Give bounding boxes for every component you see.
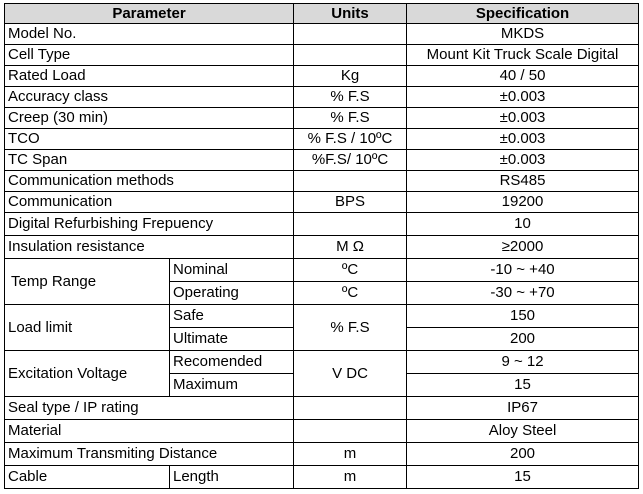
load-ultimate-spec: 200 bbox=[406, 327, 640, 351]
row-spec: Aloy Steel bbox=[406, 419, 640, 443]
table-row: Material Aloy Steel bbox=[3, 419, 640, 443]
row-units bbox=[293, 396, 408, 420]
row-parameter: Maximum Transmiting Distance bbox=[3, 442, 295, 466]
row-parameter: Rated Load bbox=[3, 65, 295, 87]
load-safe-label: Safe bbox=[168, 304, 295, 328]
row-parameter: Communication bbox=[3, 191, 295, 213]
table-row: TCO % F.S / 10ºC ±0.003 bbox=[3, 128, 640, 150]
row-parameter: Accuracy class bbox=[3, 86, 295, 108]
row-units bbox=[293, 23, 408, 45]
excitation-recommended-label: Recomended bbox=[168, 350, 295, 374]
row-units bbox=[293, 170, 408, 192]
row-parameter: Material bbox=[3, 419, 295, 443]
row-parameter: Model No. bbox=[3, 23, 295, 45]
table-row: Digital Refurbishing Frepuency 10 bbox=[3, 212, 640, 236]
excitation-units: V DC bbox=[293, 350, 408, 397]
excitation-recommended-spec: 9 ~ 12 bbox=[406, 350, 640, 374]
row-units: Kg bbox=[293, 65, 408, 87]
temp-nominal-units: ºC bbox=[293, 258, 408, 282]
row-parameter: TC Span bbox=[3, 149, 295, 171]
row-spec: RS485 bbox=[406, 170, 640, 192]
excitation-maximum-label: Maximum bbox=[168, 373, 295, 397]
temp-operating-label: Operating bbox=[168, 281, 295, 305]
temp-operating-spec: -30 ~ +70 bbox=[406, 281, 640, 305]
table-row: Cable Length m 15 bbox=[4, 465, 640, 489]
row-spec: 200 bbox=[406, 442, 640, 466]
row-units: BPS bbox=[293, 191, 408, 213]
header-row: Parameter Units Specification bbox=[3, 3, 640, 24]
row-units: % F.S / 10ºC bbox=[293, 128, 408, 150]
table-row: Maximum Transmiting Distance m 200 bbox=[3, 442, 640, 466]
excitation-maximum-spec: 15 bbox=[406, 373, 640, 397]
excitation-label: Excitation Voltage bbox=[4, 350, 170, 397]
row-units: % F.S bbox=[293, 86, 408, 108]
table-row: Insulation resistance M Ω ≥2000 bbox=[3, 235, 640, 259]
header-specification: Specification bbox=[406, 3, 640, 24]
table-row: Excitation Voltage Recomended V DC 9 ~ 1… bbox=[4, 350, 640, 397]
row-spec: ±0.003 bbox=[406, 149, 640, 171]
row-units: %F.S/ 10ºC bbox=[293, 149, 408, 171]
row-parameter: Digital Refurbishing Frepuency bbox=[3, 212, 295, 236]
load-safe-spec: 150 bbox=[406, 304, 640, 328]
row-spec: 10 bbox=[406, 212, 640, 236]
table-row: TC Span %F.S/ 10ºC ±0.003 bbox=[3, 149, 640, 171]
table-row: Accuracy class % F.S ±0.003 bbox=[3, 86, 640, 108]
load-ultimate-label: Ultimate bbox=[168, 327, 295, 351]
row-spec: Mount Kit Truck Scale Digital bbox=[406, 44, 640, 66]
row-parameter: TCO bbox=[3, 128, 295, 150]
temp-operating-units: ºC bbox=[293, 281, 408, 305]
row-spec: 19200 bbox=[406, 191, 640, 213]
table-row: Operating ºC -30 ~ +70 bbox=[5, 281, 640, 305]
row-parameter: Seal type / IP rating bbox=[3, 396, 295, 420]
row-units bbox=[293, 44, 408, 66]
load-limit-units: % F.S bbox=[293, 304, 408, 351]
table-row: Model No. MKDS bbox=[3, 23, 640, 45]
row-spec: ±0.003 bbox=[406, 128, 640, 150]
temp-nominal-spec: -10 ~ +40 bbox=[406, 258, 640, 282]
row-units: m bbox=[293, 442, 408, 466]
specification-table: Parameter Units Specification Model No. … bbox=[3, 3, 640, 489]
row-parameter: Cell Type bbox=[3, 44, 295, 66]
row-spec: IP67 bbox=[406, 396, 640, 420]
row-spec: ±0.003 bbox=[406, 107, 640, 129]
cable-spec: 15 bbox=[406, 465, 640, 489]
load-limit-label: Load limit bbox=[4, 304, 170, 351]
cable-label: Cable bbox=[4, 465, 170, 489]
table-row: Temp Range Nominal ºC -10 ~ +40 bbox=[4, 258, 640, 305]
table-row: Cell Type Mount Kit Truck Scale Digital bbox=[3, 44, 640, 66]
table-row: Communication methods RS485 bbox=[3, 170, 640, 192]
table-row: Seal type / IP rating IP67 bbox=[3, 396, 640, 420]
row-spec: ≥2000 bbox=[406, 235, 640, 259]
cable-units: m bbox=[293, 465, 408, 489]
row-parameter: Creep (30 min) bbox=[3, 107, 295, 129]
row-parameter: Communication methods bbox=[3, 170, 295, 192]
table-row: Load limit Safe % F.S 150 bbox=[4, 304, 640, 351]
cable-sub-label: Length bbox=[168, 465, 295, 489]
header-parameter: Parameter bbox=[3, 3, 295, 24]
row-units bbox=[293, 212, 408, 236]
table-row: Rated Load Kg 40 / 50 bbox=[3, 65, 640, 87]
row-units bbox=[293, 419, 408, 443]
row-units: M Ω bbox=[293, 235, 408, 259]
row-spec: 40 / 50 bbox=[406, 65, 640, 87]
table-row: Creep (30 min) % F.S ±0.003 bbox=[3, 107, 640, 129]
row-spec: ±0.003 bbox=[406, 86, 640, 108]
row-units: % F.S bbox=[293, 107, 408, 129]
table-row: Ultimate 200 bbox=[5, 327, 640, 351]
row-spec: MKDS bbox=[406, 23, 640, 45]
temp-nominal-label: Nominal bbox=[168, 258, 295, 282]
temp-range-label: Temp Range bbox=[4, 258, 170, 305]
table-row: Communication BPS 19200 bbox=[3, 191, 640, 213]
row-parameter: Insulation resistance bbox=[3, 235, 295, 259]
header-units: Units bbox=[293, 3, 408, 24]
